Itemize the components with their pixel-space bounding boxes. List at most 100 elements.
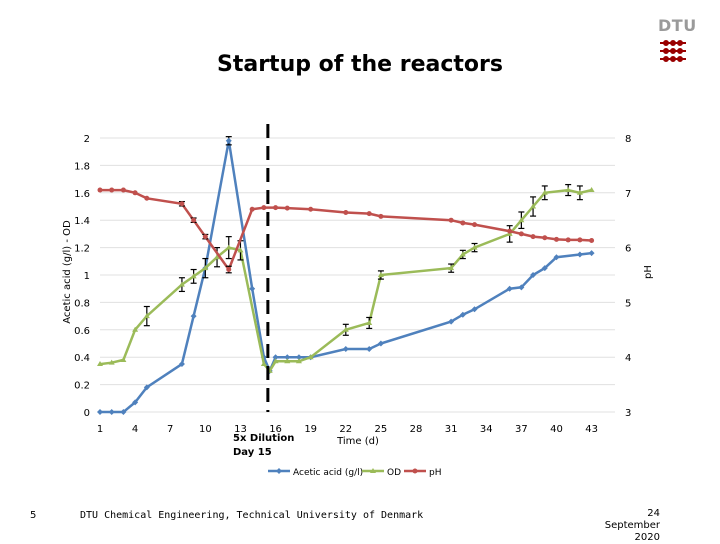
data-point: [284, 358, 291, 364]
data-point: [308, 206, 314, 212]
series-line: [100, 188, 592, 273]
data-point: [530, 234, 536, 240]
data-point: [565, 187, 572, 193]
data-point: [342, 345, 349, 352]
x-tick: 4: [132, 424, 138, 435]
data-point: [588, 187, 595, 193]
data-point: [377, 340, 384, 347]
footer-text: DTU Chemical Engineering, Technical Univ…: [80, 510, 424, 521]
logo-mark-icon: [660, 40, 686, 62]
legend-label: Acetic acid (g/l): [293, 468, 363, 478]
x-tick: 34: [480, 424, 493, 435]
legend-label: pH: [429, 468, 441, 478]
y-tick-left: 1.2: [74, 244, 90, 255]
series-layer: [97, 136, 595, 415]
y-tick-left: 1.8: [74, 161, 90, 172]
y-tick-left: 1: [84, 271, 90, 282]
series-od: [97, 183, 595, 374]
y-tick-right: 4: [625, 353, 631, 364]
series-line: [99, 188, 592, 374]
series-line: [100, 140, 592, 414]
x-tick: 1: [97, 424, 103, 435]
data-point: [295, 358, 302, 364]
y-tick-left: 0: [84, 408, 90, 419]
data-point: [179, 201, 185, 207]
data-point: [506, 285, 513, 292]
data-point: [553, 236, 559, 242]
y-axis-label-left: Acetic acid (g/l) - OD: [62, 220, 73, 324]
x-tick: 16: [269, 424, 282, 435]
data-point: [202, 234, 208, 240]
data-point: [144, 195, 150, 201]
data-point: [518, 284, 525, 291]
data-point: [202, 265, 209, 271]
data-point: [190, 313, 197, 320]
data-point: [226, 267, 232, 273]
gridlines: [100, 137, 615, 413]
data-point: [97, 361, 103, 367]
data-point: [261, 205, 267, 211]
y-axis-label-right: pH: [643, 265, 654, 279]
y-tick-right: 3: [625, 408, 631, 419]
data-point: [459, 251, 466, 257]
legend-marker: [370, 468, 376, 473]
data-point: [307, 354, 314, 360]
x-axis-label: Time (d): [336, 436, 379, 447]
data-point: [295, 354, 302, 361]
data-point: [260, 361, 267, 367]
x-tick: 40: [550, 424, 563, 435]
data-point: [541, 265, 548, 272]
y-tick-left: 1.4: [74, 216, 90, 227]
data-point: [178, 281, 185, 287]
data-point: [284, 205, 290, 211]
data-point: [272, 354, 279, 361]
date-line1: 24: [647, 508, 660, 519]
y-tick-right: 6: [625, 244, 631, 255]
y-tick-right: 7: [625, 189, 631, 200]
data-point: [214, 254, 221, 260]
logo-text: DTU: [658, 16, 697, 35]
data-point: [132, 190, 138, 196]
data-point: [471, 244, 478, 250]
date-line2: September: [604, 520, 660, 531]
data-point: [97, 187, 103, 193]
legend-item: pH: [404, 468, 441, 478]
legend-item: Acetic acid (g/l): [268, 468, 363, 478]
data-point: [588, 250, 595, 257]
data-point: [108, 409, 115, 415]
x-tick: 43: [585, 424, 598, 435]
x-tick: 28: [410, 424, 423, 435]
data-point: [518, 217, 525, 223]
data-point: [108, 359, 115, 365]
data-point: [132, 399, 139, 406]
series-ph: [97, 187, 595, 274]
legend-marker: [276, 468, 282, 474]
data-point: [272, 358, 279, 364]
page-number: 5: [30, 510, 37, 521]
data-point: [143, 384, 150, 391]
y-tick-left: 0.8: [74, 298, 90, 309]
data-point: [190, 273, 197, 279]
data-point: [565, 237, 571, 243]
data-point: [507, 228, 513, 234]
y-tick-right: 5: [625, 298, 631, 309]
data-point: [249, 285, 256, 292]
data-point: [249, 206, 255, 212]
x-tick: 7: [167, 424, 173, 435]
annotation-line2: Day 15: [233, 447, 272, 458]
slide-title: Startup of the reactors: [217, 52, 503, 77]
y-tick-left: 2: [84, 134, 90, 145]
data-point: [530, 272, 537, 278]
y-tick-left: 0.4: [74, 353, 90, 364]
legend-marker: [412, 468, 418, 474]
y-tick-left: 0.6: [74, 326, 90, 337]
data-point: [472, 222, 478, 228]
data-point: [366, 345, 373, 352]
y-tick-left: 1.6: [74, 189, 90, 200]
data-point: [225, 137, 232, 144]
data-point: [553, 254, 560, 261]
data-point: [225, 244, 232, 250]
footer-date: 24 September 2020: [600, 508, 660, 544]
data-point: [342, 326, 349, 332]
